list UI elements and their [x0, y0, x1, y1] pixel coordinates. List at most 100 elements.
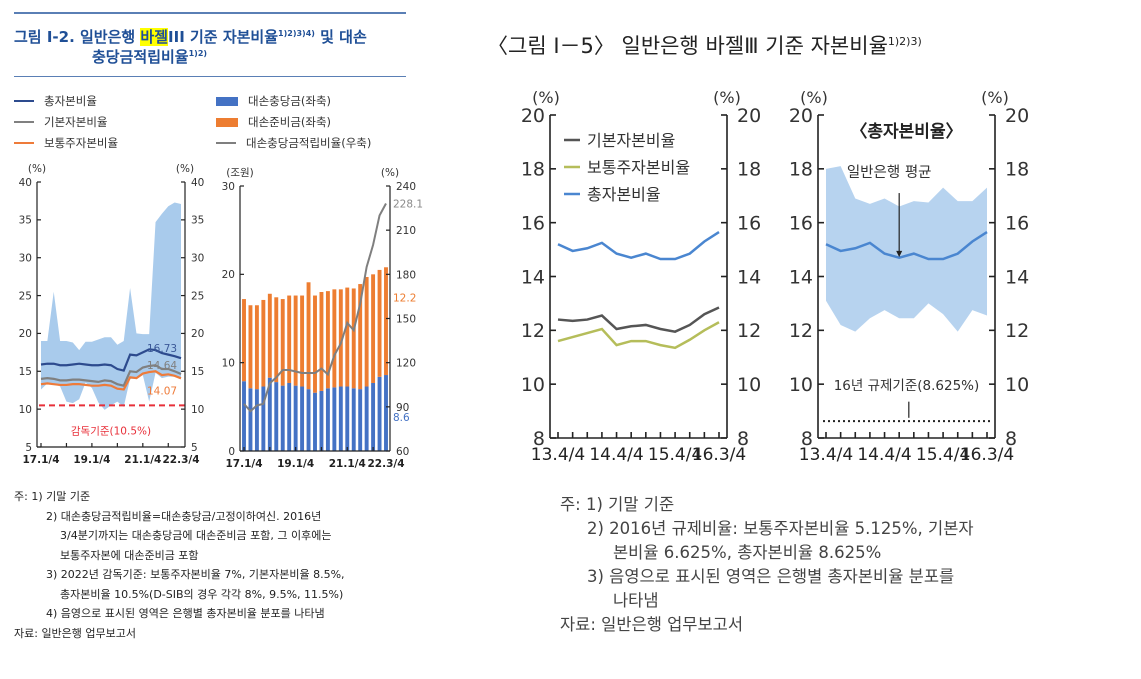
- x-tick-label: 22.3/4: [162, 454, 199, 466]
- y-tick-label: 8: [533, 428, 545, 450]
- chart-subtitle: 〈총자본비율〉: [850, 121, 962, 142]
- y2-tick-label: 10: [737, 374, 761, 396]
- legend-label: 대손충당금적립비율(우축): [246, 136, 372, 150]
- y-unit-left: (%): [532, 88, 560, 107]
- distribution-band: [826, 166, 987, 332]
- y-tick-label: 15: [19, 366, 32, 378]
- y2-tick-label: 240: [396, 181, 416, 193]
- y2-tick-label: 25: [191, 290, 204, 302]
- distribution-band: [41, 202, 181, 410]
- y2-tick-label: 10: [1005, 374, 1029, 396]
- note-line: 2) 2016년 규제비율: 보통주자본비율 5.125%, 기본자: [587, 519, 974, 538]
- y2-tick-label: 180: [396, 269, 416, 281]
- y-unit-right: (%): [176, 163, 194, 175]
- legend-item: 대손준비금(좌축): [216, 114, 331, 130]
- series-line: [825, 231, 988, 261]
- bar-reserve: [371, 274, 376, 383]
- bar-provision: [287, 382, 292, 451]
- y2-tick-label: 90: [396, 402, 409, 414]
- bar-provision: [313, 392, 317, 451]
- legend-label: 보통주자본비율: [587, 158, 690, 177]
- legend-swatch: [216, 142, 236, 144]
- y2-tick-label: 12: [737, 320, 761, 342]
- y2-tick-label: 10: [191, 404, 204, 416]
- bar-provision: [371, 382, 376, 451]
- y-tick-label: 10: [521, 374, 545, 396]
- y-tick-label: 16: [789, 213, 813, 235]
- x-tick-label: 16.3/4: [960, 445, 1014, 465]
- y-tick-label: 5: [25, 442, 32, 454]
- end-label: 14.64: [147, 360, 177, 372]
- y-tick-label: 14: [521, 266, 545, 288]
- bar-reserve: [332, 289, 337, 388]
- bar-provision: [267, 377, 272, 451]
- y-unit-right: (%): [713, 88, 741, 107]
- bar-provision: [338, 386, 343, 451]
- legend-label: 대손충당금(좌축): [248, 94, 332, 108]
- y-tick-label: 20: [222, 269, 235, 281]
- bar-reserve: [248, 305, 253, 389]
- note-line: 3) 2022년 감독기준: 보통주자본비율 7%, 기본자본비율 8.5%,: [46, 568, 345, 581]
- bar-reserve: [325, 291, 330, 389]
- y-tick-label: 30: [222, 181, 235, 193]
- bar-provision: [358, 389, 363, 451]
- bar-provision: [274, 382, 279, 451]
- x-tick-label: 21.1/4: [329, 458, 366, 470]
- bar-reserve: [351, 288, 356, 389]
- end-label: 16.73: [147, 343, 177, 355]
- y2-tick-label: 12: [1005, 320, 1029, 342]
- y2-tick-label: 8: [737, 428, 749, 450]
- title-part: III 기준 자본비율: [168, 28, 279, 46]
- bar-provision: [242, 381, 246, 451]
- note-line: 총자본비율 10.5%(D-SIB의 경우 각각 8%, 9.5%, 11.5%…: [60, 587, 344, 601]
- bar-reserve: [280, 299, 285, 386]
- y-tick-label: 40: [19, 177, 32, 189]
- bar-reserve: [300, 295, 305, 387]
- bar-reserve: [267, 293, 272, 378]
- note-line: 자료: 일반은행 업무보고서: [560, 615, 744, 634]
- x-tick-label: 15.4/4: [648, 445, 702, 465]
- legend-item: 대손충당금적립비율(우축): [216, 135, 371, 151]
- bar-reserve: [313, 295, 317, 393]
- bar-provision: [351, 388, 356, 451]
- note-line: 자료: 일반은행 업무보고서: [14, 626, 137, 640]
- series-line: [40, 364, 182, 387]
- bar-reserve: [306, 282, 311, 390]
- y2-tick-label: 40: [191, 177, 204, 189]
- y-tick-label: 20: [789, 105, 813, 127]
- right-figure-title: 〈그림 Ⅰ－5〉 일반은행 바젤Ⅲ 기준 자본비율1)2)3): [487, 30, 922, 60]
- x-tick-label: 14.4/4: [589, 445, 643, 465]
- x-tick-label: 22.3/4: [367, 458, 404, 470]
- y-tick-label: 8: [801, 428, 813, 450]
- bar-provision: [248, 388, 253, 451]
- end-label: 228.1: [393, 199, 423, 211]
- bar-reserve: [345, 287, 350, 387]
- series-line: [40, 348, 182, 372]
- arrow-head: [896, 250, 903, 258]
- bar-provision: [280, 385, 285, 451]
- note-line: 4) 음영으로 표시된 영역은 은행별 총자본비율 분포를 나타냄: [46, 607, 325, 620]
- bar-reserve: [287, 295, 292, 383]
- end-label: 14.07: [147, 385, 177, 397]
- legend-item: 기본자본비율: [14, 114, 107, 130]
- bar-reserve: [274, 297, 279, 383]
- note-line: 3/4분기까지는 대손충당금에 대손준비금 포함, 그 이후에는: [60, 529, 332, 542]
- x-tick-label: 16.3/4: [692, 445, 746, 465]
- bar-provision: [345, 386, 350, 451]
- legend-label: 보통주자본비율: [44, 136, 119, 150]
- legend-swatch: [216, 117, 238, 127]
- x-tick-label: 21.1/4: [124, 454, 161, 466]
- bar-provision: [384, 375, 388, 451]
- line-coverage-ratio: [243, 203, 387, 413]
- bar-provision: [332, 387, 337, 451]
- x-tick-label: 19.1/4: [73, 454, 110, 466]
- bar-reserve: [358, 284, 363, 390]
- end-label: 12.2: [393, 292, 416, 304]
- y-tick-label: 10: [789, 374, 813, 396]
- y-tick-label: 14: [789, 266, 813, 288]
- legend-label: 총자본비율: [44, 94, 97, 108]
- y-tick-label: 20: [521, 105, 545, 127]
- bar-reserve: [293, 295, 298, 386]
- bar-reserve: [377, 269, 382, 377]
- y-unit-left: (조원): [226, 167, 254, 179]
